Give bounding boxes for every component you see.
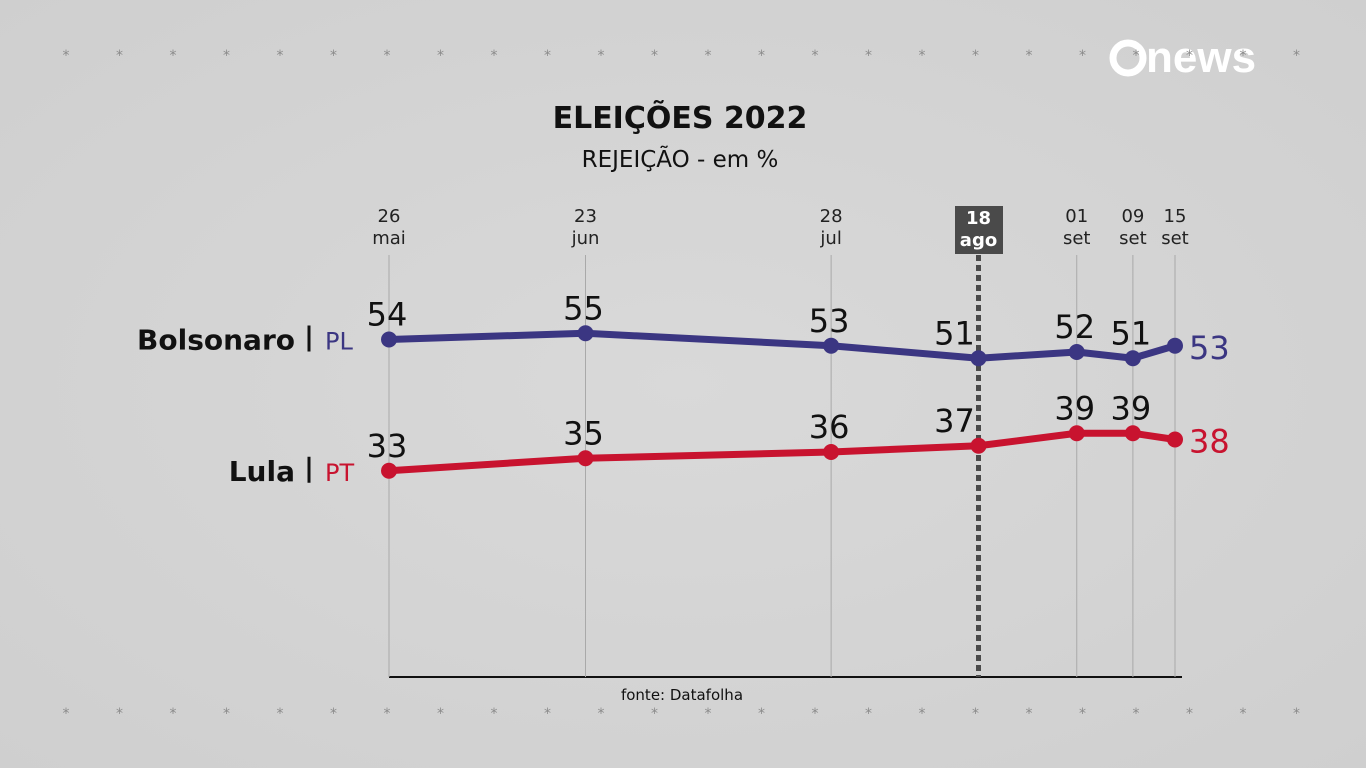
- point: [1167, 337, 1183, 354]
- x-tick-label: 09 set: [1119, 206, 1147, 249]
- value-label: 35: [563, 414, 604, 452]
- decor-star: *: [651, 706, 658, 722]
- decor-star: *: [919, 706, 926, 722]
- value-label: 51: [1111, 314, 1152, 352]
- decor-star: *: [1133, 48, 1140, 64]
- decor-star: *: [1026, 48, 1033, 64]
- decor-star: *: [1133, 706, 1140, 722]
- value-label: 52: [1054, 308, 1095, 346]
- decor-star: *: [384, 48, 391, 64]
- decor-star: *: [277, 706, 284, 722]
- decor-star: *: [384, 706, 391, 722]
- value-label: 36: [809, 408, 850, 446]
- decor-star: *: [919, 48, 926, 64]
- line: [388, 429, 1176, 475]
- decor-star: *: [865, 48, 872, 64]
- decor-star: *: [491, 706, 498, 722]
- decor-star: *: [330, 706, 337, 722]
- point: [577, 325, 594, 342]
- value-label: 38: [1189, 423, 1230, 461]
- value-label: 55: [563, 289, 604, 327]
- decor-star: *: [598, 706, 605, 722]
- source: fonte: Datafolha: [621, 686, 743, 704]
- decor-star: *: [437, 48, 444, 64]
- value-label: 53: [809, 302, 850, 340]
- logo-globe: [1109, 39, 1147, 77]
- series-name: Lula: [229, 455, 295, 488]
- decor-star: *: [758, 48, 765, 64]
- decor-star: *: [1240, 48, 1247, 64]
- decor-star: *: [116, 48, 123, 64]
- decor-star: *: [491, 48, 498, 64]
- decor-star: *: [812, 48, 819, 64]
- decor-star: *: [758, 706, 765, 722]
- value-label: 39: [1111, 389, 1152, 427]
- x-tick-label: 28 jul: [819, 206, 843, 249]
- point: [381, 331, 397, 348]
- point: [1068, 344, 1085, 360]
- decor-star: *: [170, 48, 177, 64]
- decor-star: *: [1186, 706, 1193, 722]
- value-label: 53: [1189, 329, 1230, 367]
- decor-star: *: [1079, 48, 1086, 64]
- point: [1167, 431, 1183, 448]
- chart-title: ELEIÇÕES 2022: [553, 99, 808, 136]
- decor-star: *: [223, 706, 230, 722]
- decor-star: *: [1026, 706, 1033, 722]
- point: [577, 450, 594, 467]
- point: [823, 337, 840, 354]
- point: [970, 350, 987, 367]
- logo: news: [1109, 33, 1256, 82]
- decor-star: *: [544, 706, 551, 722]
- decor-star: *: [330, 48, 337, 64]
- decor-star: *: [972, 48, 979, 64]
- point: [823, 444, 840, 460]
- x-tick-label: 26 mai: [372, 206, 406, 249]
- decor-star: *: [705, 48, 712, 64]
- decor-star: *: [1240, 706, 1247, 722]
- series-party: PL: [325, 328, 353, 356]
- x-tick-label: 01 set: [1062, 206, 1091, 249]
- decor-star: *: [544, 48, 551, 64]
- decor-star: *: [437, 706, 444, 722]
- decor-star: *: [865, 706, 872, 722]
- decor-star: *: [972, 706, 979, 722]
- decor-star: *: [116, 706, 123, 722]
- x-tick-label: 15 set: [1161, 206, 1189, 249]
- decor-star: *: [598, 48, 605, 64]
- decor-star: *: [1293, 706, 1300, 722]
- series-party: PT: [325, 459, 354, 487]
- decor-star: *: [812, 706, 819, 722]
- decor-star: *: [223, 48, 230, 64]
- chart-subtitle: REJEIÇÃO - em %: [582, 145, 779, 173]
- value-label: 33: [367, 427, 408, 465]
- decor-star: *: [705, 706, 712, 722]
- point: [1124, 350, 1141, 367]
- decor-star: *: [277, 48, 284, 64]
- decor-star: *: [1186, 48, 1193, 64]
- logo-text: news: [1146, 33, 1256, 82]
- decor-star: *: [63, 48, 70, 64]
- point: [1124, 425, 1141, 442]
- x-tick-label: 18 ago: [954, 206, 1003, 254]
- series-name: Bolsonaro: [137, 324, 295, 357]
- decor-star: *: [63, 706, 70, 722]
- x-tick-label: 23 jun: [571, 206, 600, 249]
- decor-star: *: [651, 48, 658, 64]
- value-label: 54: [367, 296, 408, 334]
- point: [970, 437, 987, 454]
- decor-star: *: [170, 706, 177, 722]
- value-label: 51: [934, 314, 975, 352]
- value-label: 39: [1054, 389, 1095, 427]
- decor-star: *: [1293, 48, 1300, 64]
- point: [1068, 425, 1085, 442]
- point: [381, 462, 397, 479]
- decor-star: *: [1079, 706, 1086, 722]
- value-label: 37: [934, 402, 975, 440]
